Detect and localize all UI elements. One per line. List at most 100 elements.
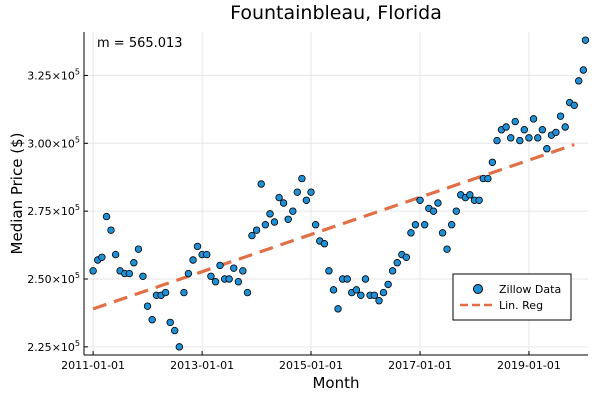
- legend: Zillow Data Lin. Reg: [452, 273, 572, 321]
- data-point: [538, 126, 547, 134]
- y-tick-exponent: 5: [75, 135, 80, 144]
- data-point: [388, 267, 397, 275]
- data-point: [420, 221, 429, 229]
- data-point: [211, 278, 220, 286]
- data-point: [111, 250, 120, 259]
- data-point: [207, 272, 215, 280]
- data-point: [248, 231, 256, 240]
- data-point: [143, 302, 152, 310]
- data-point: [184, 269, 193, 278]
- data-point: [329, 286, 338, 294]
- data-point: [552, 128, 560, 137]
- data-point: [239, 267, 247, 275]
- data-point: [361, 275, 370, 283]
- data-point: [334, 305, 342, 313]
- data-point: [175, 343, 184, 351]
- scatter-series: [89, 36, 590, 351]
- data-point: [352, 286, 361, 294]
- y-tick-base: ×10: [52, 69, 75, 82]
- data-point: [379, 288, 388, 297]
- data-point: [452, 207, 460, 215]
- data-point: [438, 229, 447, 237]
- data-point: [234, 278, 243, 286]
- data-point: [230, 264, 238, 272]
- data-point: [343, 275, 351, 283]
- data-point: [370, 291, 379, 299]
- data-point: [561, 123, 569, 131]
- data-point: [402, 253, 411, 261]
- data-point: [298, 174, 306, 183]
- tick-labels: 2011-01-01 2013-01-01 2015-01-01 2017-01-01…: [27, 67, 561, 372]
- data-point: [170, 326, 179, 335]
- data-point: [279, 199, 288, 207]
- axes: [83, 32, 588, 356]
- data-point: [161, 288, 170, 297]
- data-point: [252, 226, 261, 234]
- y-tick-label: 2.50×105: [27, 271, 80, 286]
- data-point: [416, 196, 424, 204]
- y-tick-mantissa: 2.75: [27, 205, 52, 218]
- data-point: [525, 134, 533, 142]
- data-point: [447, 221, 456, 229]
- data-point: [180, 288, 188, 297]
- data-point: [357, 291, 365, 299]
- data-point: [529, 115, 538, 123]
- data-point: [484, 174, 492, 183]
- data-point: [516, 136, 524, 145]
- data-point: [102, 212, 111, 221]
- data-point: [89, 267, 97, 275]
- data-point: [148, 316, 156, 324]
- data-point: [311, 221, 320, 229]
- data-point: [107, 226, 115, 234]
- legend-label-zillow: Zillow Data: [499, 283, 561, 296]
- legend-label-linreg: Lin. Reg: [499, 299, 543, 312]
- data-point: [466, 191, 474, 199]
- data-point: [325, 267, 333, 275]
- chart-title: Fountainbleau, Florida: [230, 2, 442, 24]
- y-tick-mantissa: 3.25: [27, 69, 52, 82]
- x-tick-label: 2017-01-01: [388, 359, 452, 372]
- y-tick-exponent: 5: [75, 339, 80, 348]
- data-point: [270, 218, 279, 226]
- x-tick-label: 2015-01-01: [279, 359, 343, 372]
- data-point: [257, 180, 265, 188]
- data-point: [130, 259, 138, 267]
- data-point: [189, 256, 197, 264]
- slope-annotation: m = 565.013: [97, 36, 183, 51]
- y-tick-base: ×10: [52, 205, 75, 218]
- data-point: [393, 259, 401, 267]
- data-point: [511, 117, 519, 126]
- data-point: [411, 221, 420, 229]
- data-point: [543, 145, 551, 153]
- y-tick-label: 3.25×105: [27, 67, 80, 82]
- y-tick-mantissa: 2.25: [27, 341, 52, 354]
- y-tick-base: ×10: [52, 341, 75, 354]
- data-point: [266, 210, 274, 218]
- data-point: [443, 245, 451, 253]
- y-tick-exponent: 5: [75, 203, 80, 212]
- y-tick-base: ×10: [52, 273, 75, 286]
- data-point: [493, 136, 501, 145]
- data-point: [475, 196, 483, 204]
- data-point: [575, 77, 583, 85]
- legend-box: [452, 273, 572, 321]
- data-point: [502, 123, 510, 131]
- y-axis-label: Median Price ($): [8, 133, 26, 255]
- data-point: [193, 242, 202, 251]
- data-point: [216, 261, 224, 270]
- data-point: [98, 253, 106, 261]
- data-point: [579, 66, 588, 74]
- y-tick-label: 2.25×105: [27, 339, 80, 354]
- data-point: [166, 318, 174, 327]
- y-tick-exponent: 5: [75, 67, 80, 76]
- regression-line: [92, 143, 575, 311]
- data-point: [307, 188, 315, 196]
- y-tick-exponent: 5: [75, 271, 80, 280]
- data-point: [407, 229, 415, 237]
- data-point: [434, 199, 442, 207]
- y-tick-base: ×10: [52, 137, 75, 150]
- x-tick-label: 2019-01-01: [497, 359, 561, 372]
- data-point: [289, 207, 297, 215]
- data-point: [293, 188, 301, 196]
